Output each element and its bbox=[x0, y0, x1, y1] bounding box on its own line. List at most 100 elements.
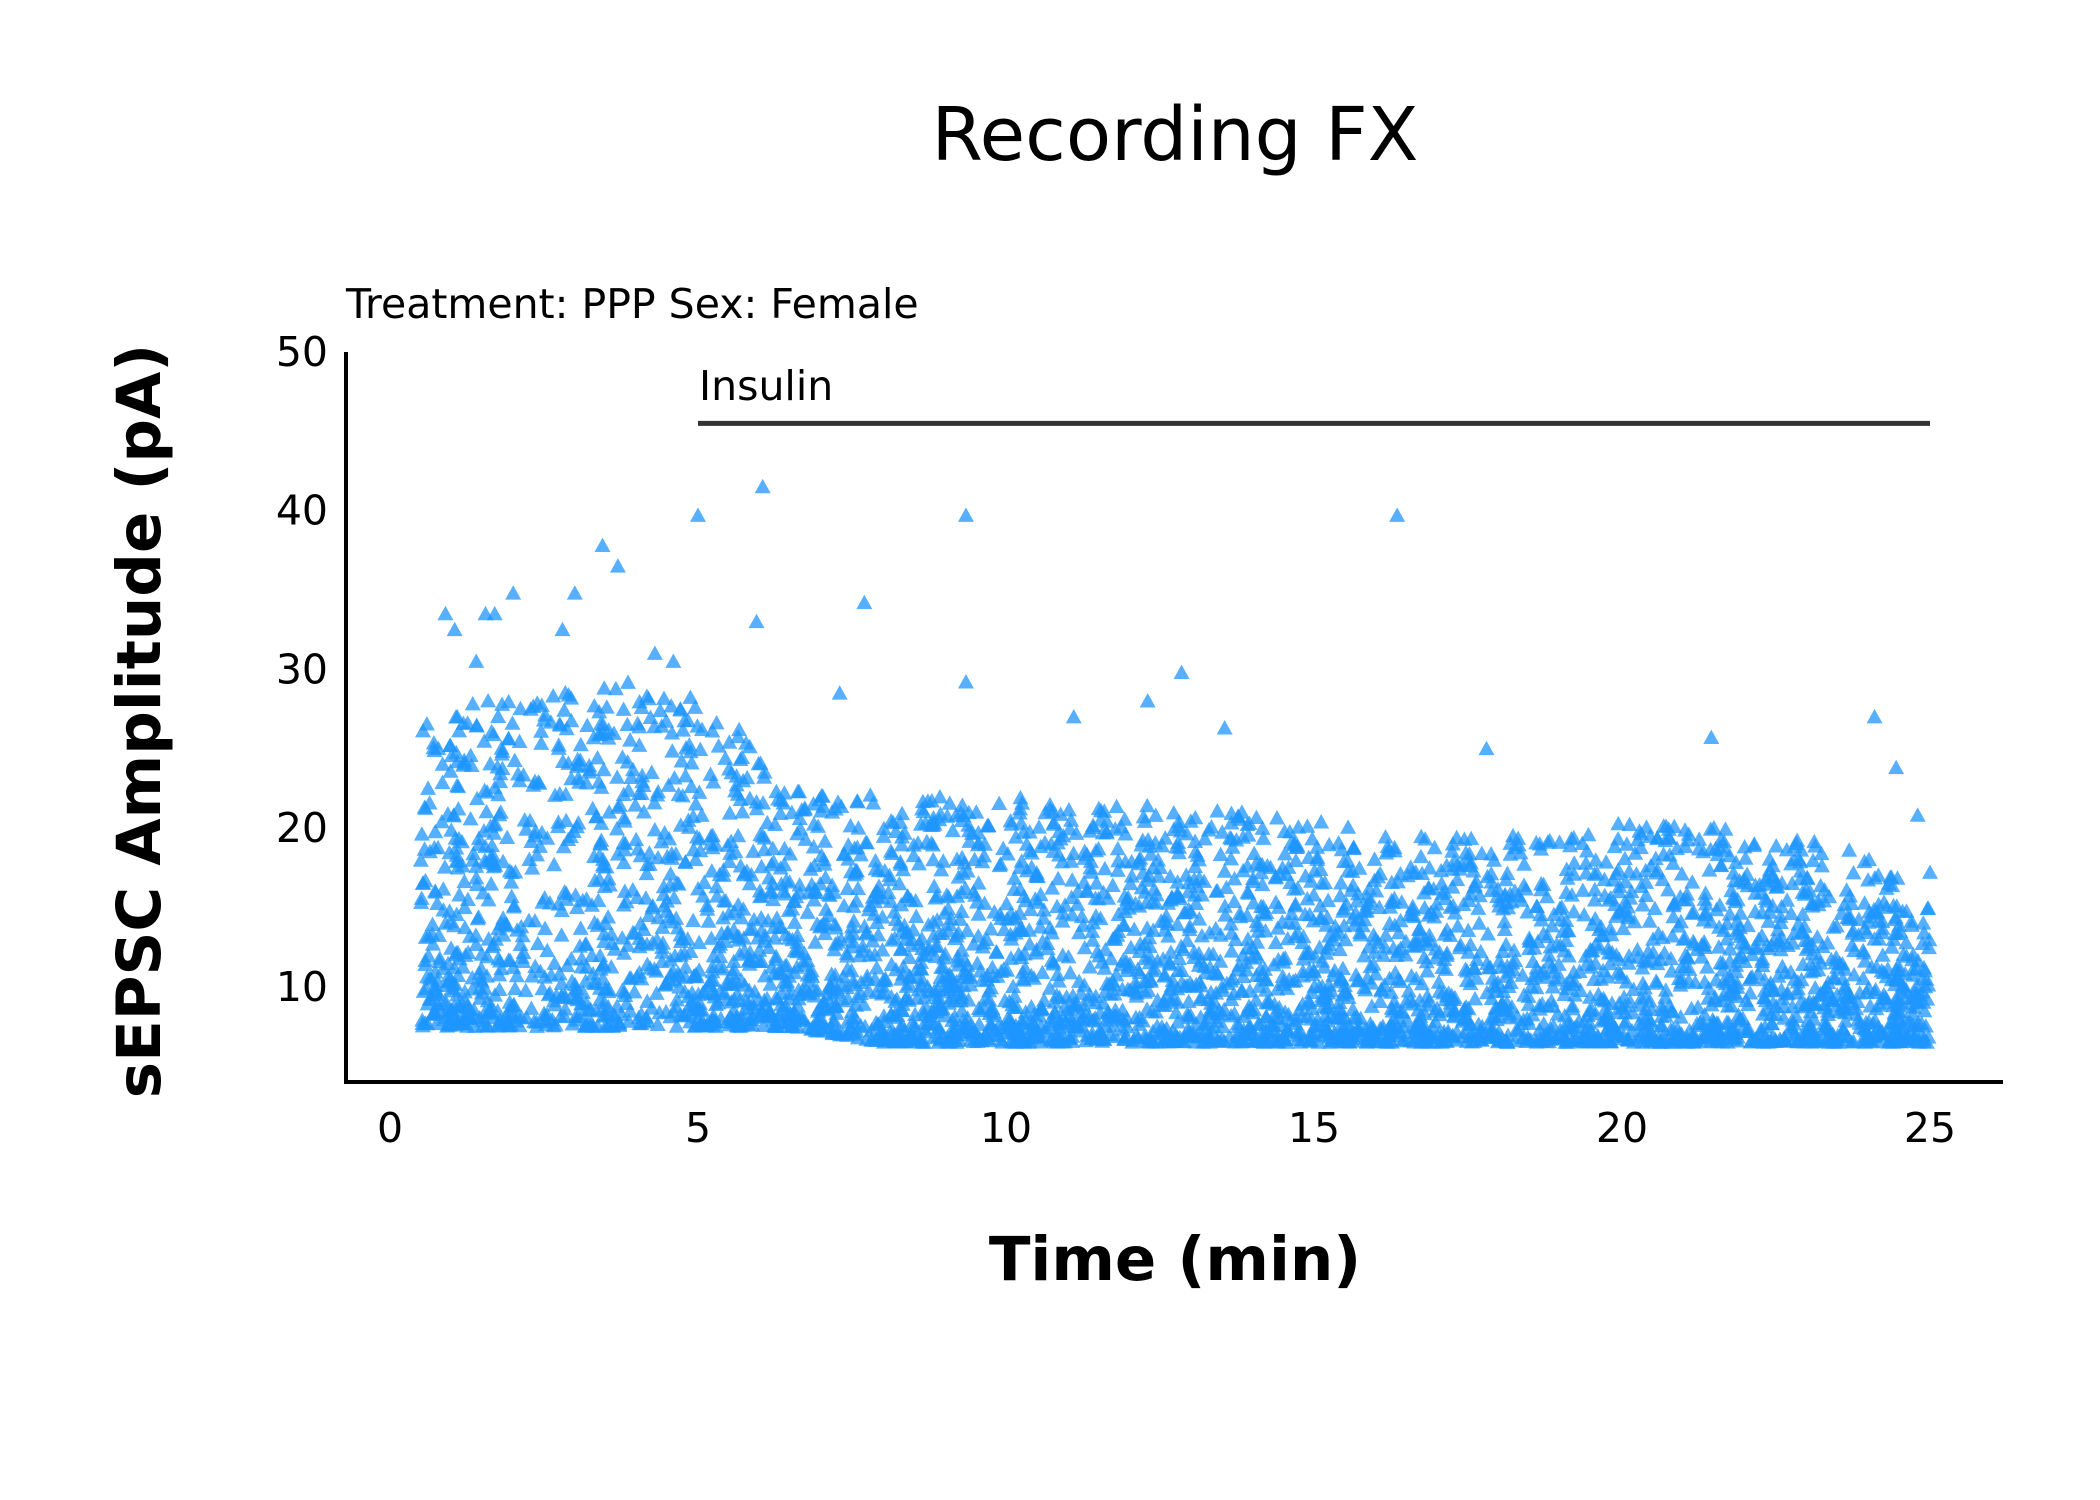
data-point bbox=[1206, 1019, 1223, 1034]
data-point bbox=[1090, 841, 1107, 856]
data-point bbox=[412, 852, 429, 867]
data-point bbox=[1351, 860, 1368, 875]
data-point bbox=[546, 955, 563, 970]
data-point bbox=[579, 1018, 596, 1033]
data-point bbox=[524, 968, 541, 983]
data-point bbox=[553, 927, 570, 942]
data-point bbox=[1736, 953, 1753, 969]
data-point bbox=[1036, 992, 1053, 1007]
data-point bbox=[1196, 873, 1213, 888]
data-point bbox=[808, 884, 825, 899]
data-point bbox=[1502, 846, 1519, 861]
data-point bbox=[1269, 981, 1286, 996]
data-point bbox=[891, 875, 908, 891]
data-point bbox=[941, 795, 958, 810]
data-point bbox=[1585, 971, 1602, 986]
data-point bbox=[1641, 913, 1658, 928]
data-point bbox=[522, 701, 539, 716]
data-point bbox=[755, 795, 772, 810]
data-point bbox=[1618, 836, 1635, 851]
data-point bbox=[963, 825, 980, 840]
data-point bbox=[1673, 958, 1690, 974]
data-point bbox=[739, 769, 756, 785]
data-point bbox=[1673, 974, 1690, 989]
data-point bbox=[687, 796, 704, 811]
data-point bbox=[557, 786, 574, 801]
data-point bbox=[1223, 991, 1240, 1007]
data-point bbox=[1729, 975, 1746, 990]
data-point bbox=[585, 975, 602, 990]
data-point bbox=[594, 724, 611, 740]
data-point bbox=[1545, 998, 1562, 1013]
data-point bbox=[1379, 838, 1396, 853]
data-point bbox=[1796, 998, 1813, 1014]
data-point bbox=[857, 834, 874, 850]
data-point bbox=[1411, 920, 1428, 936]
data-point bbox=[1707, 1032, 1724, 1047]
data-point bbox=[1188, 1016, 1205, 1031]
data-point bbox=[856, 918, 873, 933]
data-point bbox=[1599, 1005, 1616, 1021]
data-point bbox=[1695, 843, 1712, 859]
data-point bbox=[785, 893, 802, 908]
data-point bbox=[1629, 941, 1646, 957]
data-point bbox=[1753, 1021, 1770, 1036]
data-point bbox=[1309, 849, 1326, 864]
data-point bbox=[1241, 815, 1258, 831]
data-point bbox=[827, 920, 844, 935]
data-point bbox=[1417, 831, 1434, 846]
data-point bbox=[1100, 1005, 1117, 1020]
data-point bbox=[781, 930, 798, 945]
data-point bbox=[1889, 925, 1906, 940]
data-point bbox=[1076, 874, 1093, 889]
y-tick-label: 50 bbox=[276, 328, 328, 376]
data-point bbox=[1666, 818, 1683, 834]
data-point bbox=[1696, 891, 1713, 906]
data-point bbox=[956, 855, 973, 870]
x-tick-label: 20 bbox=[1596, 1104, 1648, 1152]
data-point bbox=[437, 605, 454, 621]
data-point bbox=[796, 800, 813, 815]
data-point bbox=[1162, 944, 1179, 959]
data-point bbox=[609, 998, 626, 1013]
data-point bbox=[430, 839, 447, 855]
data-point bbox=[1427, 950, 1444, 965]
data-point bbox=[843, 1003, 860, 1019]
data-point bbox=[1778, 842, 1795, 857]
data-point bbox=[1915, 1031, 1932, 1046]
data-point bbox=[933, 861, 950, 877]
data-point bbox=[685, 841, 702, 857]
data-point bbox=[1901, 998, 1918, 1013]
data-point bbox=[1697, 904, 1714, 919]
data-point bbox=[1214, 824, 1231, 839]
data-point bbox=[1743, 1033, 1760, 1048]
data-point bbox=[1154, 838, 1171, 853]
data-point bbox=[1470, 900, 1487, 915]
data-point bbox=[1162, 992, 1179, 1007]
data-point bbox=[1737, 850, 1754, 865]
data-point bbox=[1133, 879, 1150, 895]
data-point bbox=[802, 861, 819, 876]
data-point bbox=[1412, 848, 1429, 864]
data-point bbox=[910, 981, 927, 997]
data-point bbox=[1003, 816, 1020, 831]
data-point bbox=[953, 1002, 970, 1018]
data-point bbox=[845, 913, 862, 928]
data-point bbox=[1816, 893, 1833, 908]
data-point bbox=[1459, 963, 1476, 978]
data-point bbox=[1527, 1032, 1544, 1047]
data-point bbox=[1548, 936, 1565, 951]
data-point bbox=[1269, 920, 1286, 935]
data-point bbox=[1702, 821, 1719, 836]
data-point bbox=[859, 971, 876, 987]
data-point bbox=[451, 722, 468, 738]
data-point bbox=[715, 910, 732, 925]
data-point bbox=[672, 933, 689, 948]
data-point bbox=[1316, 959, 1333, 974]
data-point bbox=[1076, 939, 1093, 955]
data-point bbox=[906, 1029, 923, 1044]
data-point bbox=[1065, 709, 1082, 724]
data-point bbox=[1279, 930, 1296, 946]
data-point bbox=[1732, 919, 1749, 935]
data-point bbox=[550, 740, 567, 755]
